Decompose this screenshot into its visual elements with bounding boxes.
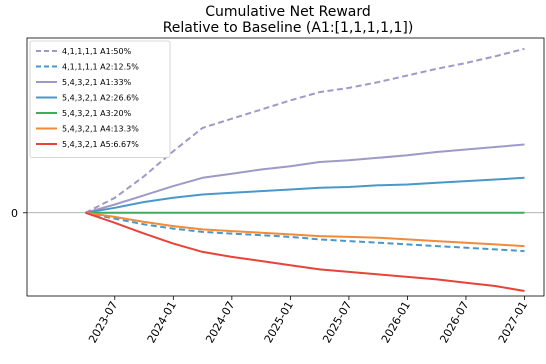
x-tick-label: 2023-07 [86,299,120,345]
legend-label-3: 5,4,3,2,1 A1:33% [62,78,132,87]
series-line-4 [85,176,525,214]
y-tick-label: 0 [11,207,18,220]
series-line-1 [85,47,525,214]
series-line-7 [85,211,525,292]
legend-box [29,40,171,158]
chart-title: Cumulative Net Reward [205,4,371,20]
legend-label-1: 4,1,1,1,1 A1:50% [62,47,132,56]
legend-label-7: 5,4,3,2,1 A5:6.67% [62,140,139,149]
x-tick-label: 2024-07 [203,299,237,345]
legend-label-5: 5,4,3,2,1 A3:20% [62,109,132,118]
x-tick-label: 2026-07 [437,299,471,345]
x-tick-label: 2025-01 [262,299,296,345]
series-line-6 [85,211,525,248]
series-line-2 [85,211,525,253]
x-tick-label: 2024-01 [145,299,179,345]
legend: 4,1,1,1,1 A1:50% 4,1,1,1,1 A2:12.5% 5,4,3,… [29,40,171,158]
chart-subtitle: Relative to Baseline (A1:[1,1,1,1,1]) [163,20,414,36]
legend-label-4: 5,4,3,2,1 A2:26.6% [62,94,139,103]
plot-frame [26,37,545,297]
legend-label-2: 4,1,1,1,1 A2:12.5% [62,63,139,72]
series-line-3 [85,143,525,214]
x-tick-label: 2025-07 [320,299,354,345]
x-tick-label: 2027-01 [496,299,530,345]
plot-area [27,47,544,292]
x-tick-label: 2026-01 [379,299,413,345]
legend-label-6: 5,4,3,2,1 A4:13.3% [62,125,139,134]
